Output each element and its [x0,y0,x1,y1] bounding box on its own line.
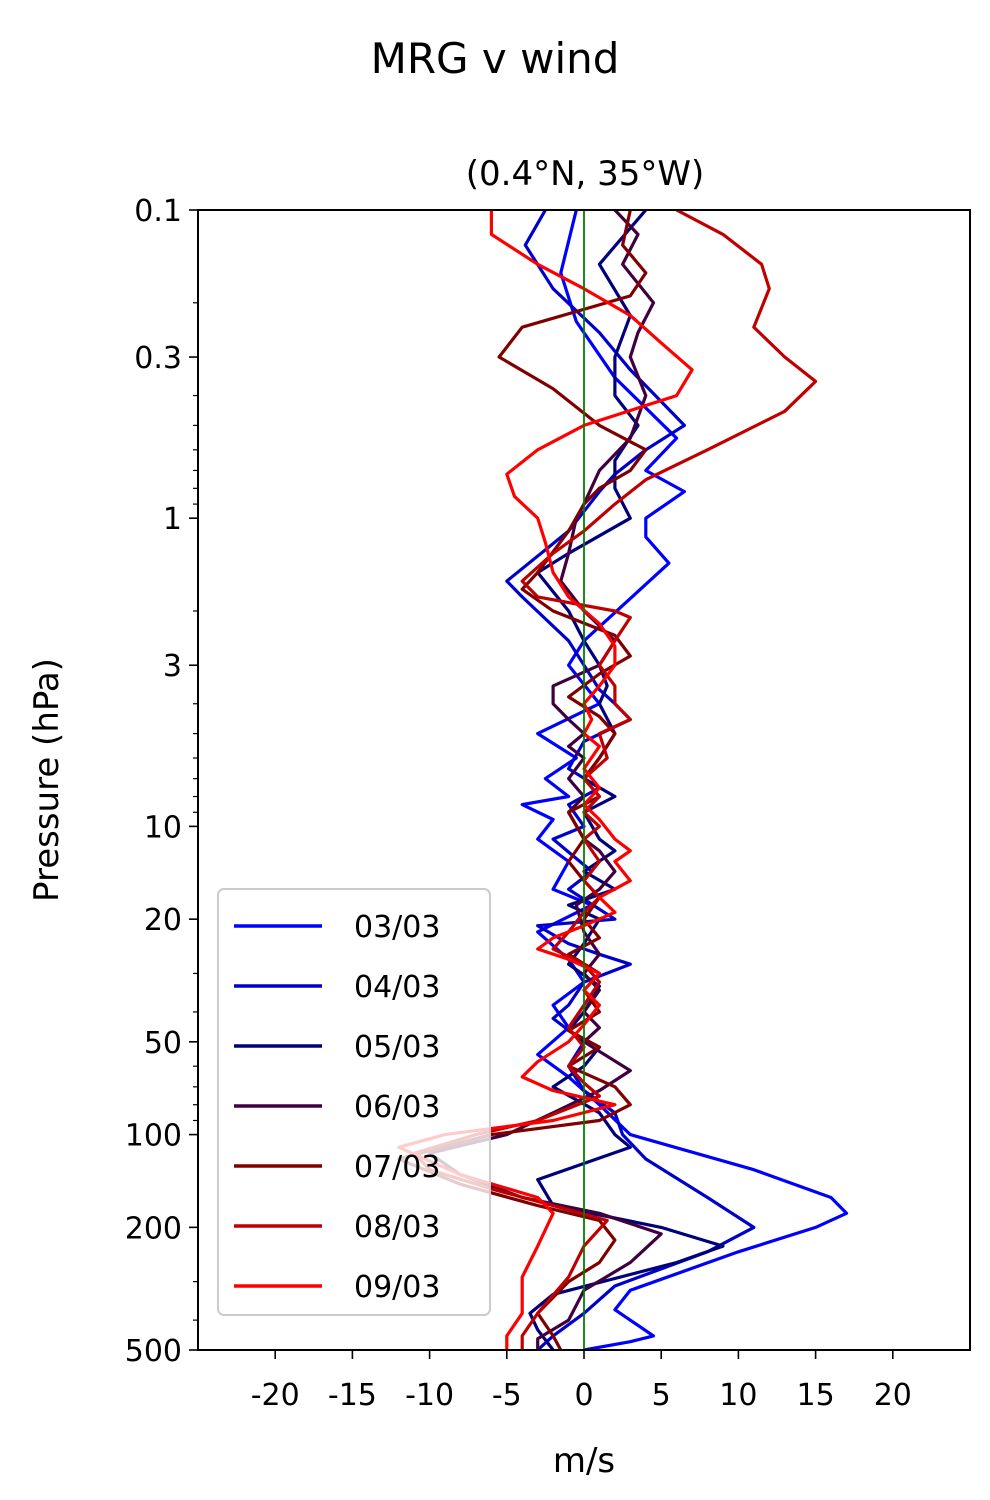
y-tick-label: 50 [144,1026,182,1061]
legend-label: 04/03 [354,970,440,1005]
x-axis-ticks: -20 -15 -10 -5 0 5 10 15 20 [251,1350,912,1413]
x-tick-label: 10 [719,1378,757,1413]
legend-label: 03/03 [354,910,440,945]
x-axis-label: m/s [553,1441,615,1481]
x-tick-label: 5 [652,1378,671,1413]
legend-label: 08/03 [354,1210,440,1245]
y-tick-label: 3 [163,649,182,684]
chart-title: MRG v wind [371,34,620,83]
x-tick-label: -5 [492,1378,522,1413]
legend-box [217,888,491,1316]
x-tick-label: 20 [874,1378,912,1413]
y-tick-label: 100 [125,1119,182,1154]
y-tick-label: 500 [125,1334,182,1369]
series-line-3 [528,210,725,1350]
legend: 03/03 04/03 05/03 06/03 07/03 08/03 09/03 [217,888,491,1316]
legend-label: 05/03 [354,1030,440,1065]
y-axis-ticks: 0.1 0.3 1 3 10 20 50 100 200 500 [125,194,198,1369]
y-tick-label: 0.1 [134,194,182,229]
y-axis-label: Pressure (hPa) [27,658,67,902]
x-tick-label: -10 [405,1378,454,1413]
x-tick-label: -20 [251,1378,300,1413]
series-line-1 [520,210,849,1350]
y-tick-label: 0.3 [134,341,182,376]
legend-label: 07/03 [354,1150,440,1185]
x-tick-label: 0 [574,1378,593,1413]
x-tick-label: -15 [328,1378,377,1413]
y-tick-label: 1 [163,502,182,537]
y-tick-label: 200 [125,1211,182,1246]
series-line-7 [397,210,694,1350]
x-tick-label: 15 [797,1378,835,1413]
legend-label: 09/03 [354,1270,440,1305]
chart-subtitle: (0.4°N, 35°W) [466,154,705,194]
y-tick-label: 20 [144,903,182,938]
legend-label: 06/03 [354,1090,440,1125]
y-tick-label: 10 [144,810,182,845]
